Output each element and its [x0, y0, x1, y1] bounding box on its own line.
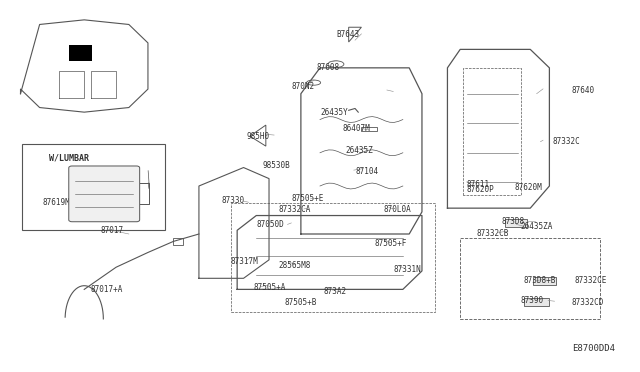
Text: 87050D: 87050D [256, 220, 284, 229]
Text: W/LUMBAR: W/LUMBAR [49, 154, 89, 163]
Bar [69, 45, 92, 61]
Text: 985H0: 985H0 [246, 132, 270, 141]
Text: 87104: 87104 [355, 167, 378, 176]
Text: 870L0A: 870L0A [384, 205, 412, 215]
Text: 87317M: 87317M [231, 257, 259, 266]
Text: 26435Y: 26435Y [320, 108, 348, 117]
Bar [534, 277, 556, 285]
Text: 87332CA: 87332CA [278, 205, 311, 215]
Text: 87505+F: 87505+F [374, 239, 406, 248]
Bar [524, 298, 549, 306]
FancyBboxPatch shape [68, 166, 140, 222]
Text: B7643: B7643 [336, 30, 359, 39]
Text: 87640: 87640 [572, 86, 595, 94]
Bar [173, 238, 183, 245]
Text: 26435ZA: 26435ZA [521, 222, 553, 231]
Text: 87332CB: 87332CB [476, 230, 509, 238]
Text: 87332CD: 87332CD [572, 298, 604, 307]
Text: 87505+E: 87505+E [291, 195, 324, 203]
Text: 87017: 87017 [100, 226, 124, 235]
Text: 98530B: 98530B [262, 161, 291, 170]
Text: 870N2: 870N2 [291, 82, 314, 91]
Text: 87505+B: 87505+B [285, 298, 317, 307]
Text: 873A2: 873A2 [323, 287, 346, 296]
Text: 873D8: 873D8 [502, 217, 525, 225]
Bar [362, 127, 378, 131]
Text: E8700DD4: E8700DD4 [572, 344, 614, 353]
Bar [22, 144, 165, 230]
Text: 873D8+B: 873D8+B [524, 276, 556, 285]
Bar [505, 219, 527, 227]
Text: 86407M: 86407M [342, 124, 370, 133]
Text: 87608: 87608 [317, 63, 340, 72]
Text: 87010E: 87010E [103, 172, 131, 181]
Text: 87611: 87611 [467, 180, 490, 189]
Ellipse shape [328, 61, 344, 67]
Text: 87332C: 87332C [552, 137, 580, 146]
Text: 87390: 87390 [521, 296, 544, 305]
Text: 87620P: 87620P [467, 185, 494, 194]
Ellipse shape [307, 80, 321, 85]
Text: 87331N: 87331N [394, 264, 421, 273]
Text: 87620M: 87620M [515, 183, 542, 192]
Bar [231, 203, 435, 311]
Text: 87611PL: 87611PL [103, 182, 136, 190]
Text: 87332CE: 87332CE [575, 276, 607, 285]
Text: 87330: 87330 [221, 196, 244, 205]
Text: 28565M8: 28565M8 [278, 261, 311, 270]
Text: 87619M: 87619M [43, 198, 70, 207]
Text: 87505+A: 87505+A [253, 283, 285, 292]
Text: 26435Z: 26435Z [346, 147, 373, 155]
Bar [460, 238, 600, 319]
Text: 87017+A: 87017+A [91, 285, 123, 294]
